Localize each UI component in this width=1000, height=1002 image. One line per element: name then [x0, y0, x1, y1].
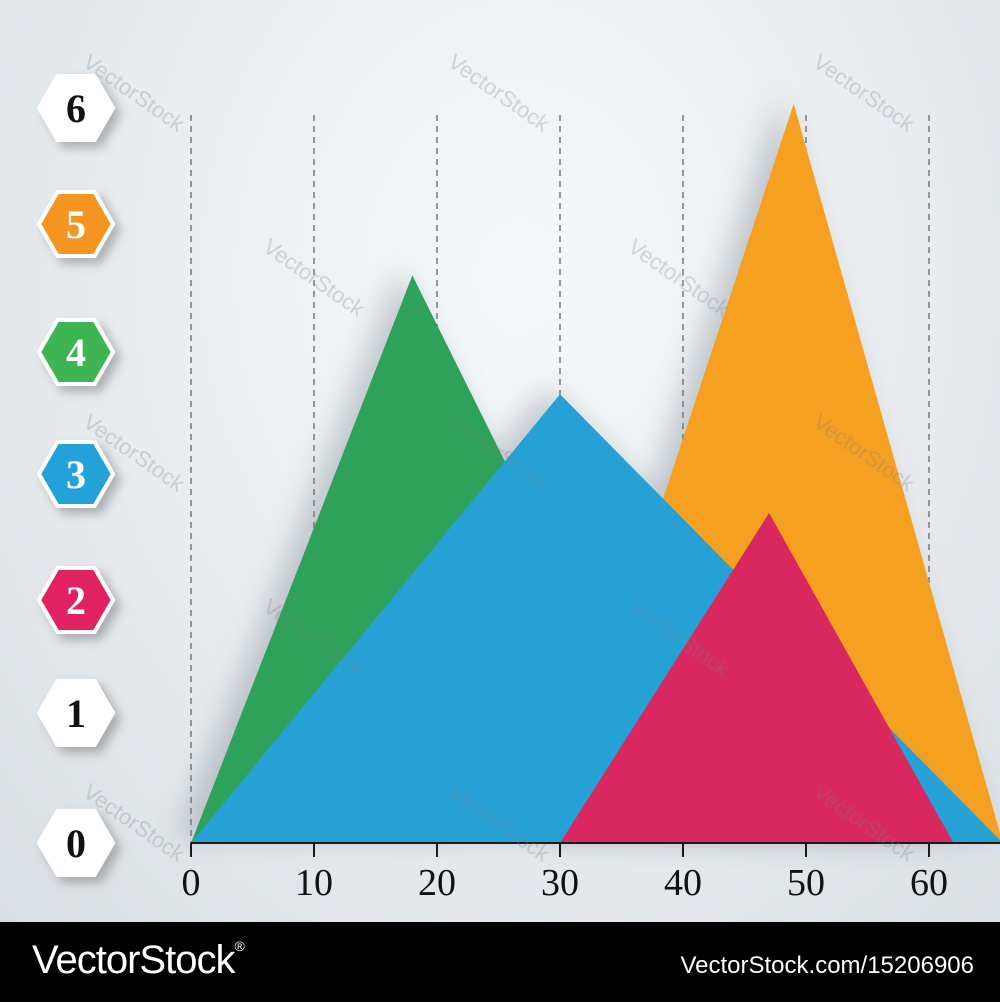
y-tick-badge-1: 1: [36, 675, 116, 751]
y-tick-badge-0: 0: [36, 805, 116, 881]
hexagon-icon: [36, 679, 116, 747]
footer-bar: VectorStock® VectorStock.com/15206906: [0, 922, 1000, 1002]
x-tick-label-50: 50: [787, 862, 825, 904]
series-2-triangle: [191, 275, 511, 843]
series-layer: [191, 103, 1000, 843]
y-tick-label-4: 4: [66, 329, 86, 375]
footer-brand-text: VectorStock: [32, 938, 235, 982]
hexagon-icon: [36, 566, 116, 634]
footer-brand: VectorStock®: [32, 938, 245, 983]
x-tick-label-30: 30: [541, 862, 579, 904]
y-tick-label-2: 2: [66, 577, 86, 623]
series-1-triangle: [658, 103, 1000, 841]
y-tick-badge-2: 2: [36, 562, 116, 638]
series-4-triangle: [560, 513, 954, 843]
y-tick-badge-6: 6: [36, 70, 116, 146]
axis-layer: 0 10 20 30 40 50 60: [182, 842, 1000, 904]
hexagon-icon: [36, 318, 116, 386]
x-tick-label-40: 40: [664, 862, 702, 904]
y-tick-badge-3: 3: [36, 436, 116, 512]
x-tick-label-10: 10: [295, 862, 333, 904]
hexagon-icon: [36, 190, 116, 258]
chart-svg: 0 10 20 30 40 50 60: [177, 97, 1000, 904]
y-tick-label-3: 3: [66, 451, 86, 497]
x-tick-label-20: 20: [418, 862, 456, 904]
y-tick-label-5: 5: [66, 201, 86, 247]
footer-registered-mark: ®: [234, 938, 244, 954]
hexagon-icon: [36, 809, 116, 877]
x-tick-label-60: 60: [910, 862, 948, 904]
y-tick-label-6: 6: [66, 85, 86, 131]
hexagon-icon: [36, 74, 116, 142]
x-tick-label-0: 0: [182, 862, 201, 904]
footer-image-id: VectorStock.com/15206906: [680, 952, 974, 979]
y-tick-label-1: 1: [66, 690, 86, 736]
y-tick-label-0: 0: [66, 820, 86, 866]
hexagon-icon: [36, 440, 116, 508]
y-tick-badge-4: 4: [36, 314, 116, 390]
y-tick-badge-5: 5: [36, 186, 116, 262]
